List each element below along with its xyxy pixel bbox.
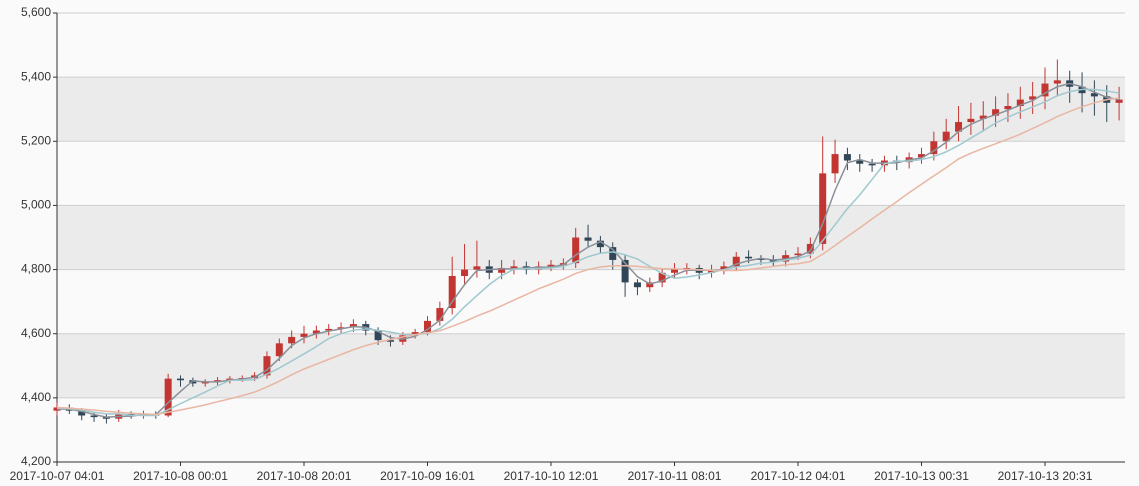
candle-body: [1115, 99, 1123, 103]
x-tick-label: 2017-10-08 00:01: [133, 469, 228, 483]
candle-body: [436, 308, 444, 321]
candle-body: [992, 109, 1000, 116]
candle-body: [1053, 80, 1061, 84]
candle-body: [708, 269, 716, 273]
candle-body: [1029, 96, 1037, 100]
candle-body: [312, 330, 320, 334]
candle-body: [831, 154, 839, 174]
candle-body: [102, 417, 110, 419]
candle-body: [1004, 106, 1012, 110]
candle-body: [930, 141, 938, 155]
candle-body: [955, 122, 963, 132]
candle-body: [1041, 83, 1049, 97]
x-tick-label: 2017-10-10 12:01: [504, 469, 599, 483]
candle-body: [473, 266, 481, 270]
candle-body: [498, 267, 506, 273]
y-tick-label: 5,400: [21, 69, 51, 83]
candle-body: [794, 253, 802, 256]
candle-body: [843, 154, 851, 161]
candle-body: [806, 243, 814, 254]
candle-body: [90, 415, 98, 418]
candle-body: [596, 240, 604, 248]
candle-body: [448, 275, 456, 309]
candle-body: [411, 332, 419, 336]
candle-body: [201, 381, 209, 384]
candle-body: [856, 160, 864, 164]
candle-body: [769, 259, 777, 262]
candle-body: [671, 269, 678, 273]
x-tick-label: 2017-10-08 20:01: [257, 469, 352, 483]
x-tick-label: 2017-10-13 00:31: [874, 469, 969, 483]
candle-body: [819, 173, 827, 244]
candle-body: [658, 272, 666, 283]
candle-body: [547, 264, 555, 267]
candle-body: [214, 380, 222, 382]
y-tick-label: 4,600: [21, 326, 51, 340]
band: [57, 333, 1125, 398]
candle-body: [757, 258, 765, 260]
y-tick-label: 4,400: [21, 390, 51, 404]
candle-body: [942, 131, 950, 142]
candle-body: [1090, 93, 1098, 97]
ma-line: [56, 97, 1120, 416]
band: [57, 77, 1125, 142]
candle-body: [633, 282, 641, 288]
candle-body: [967, 118, 975, 123]
candle-body: [918, 154, 925, 158]
x-tick-label: 2017-10-13 20:31: [998, 469, 1093, 483]
candle-body: [609, 247, 617, 260]
y-tick-label: 5,000: [21, 198, 51, 212]
candle-body: [226, 378, 234, 381]
candle-body: [386, 340, 394, 342]
y-tick-label: 4,800: [21, 262, 51, 276]
y-tick-label: 4,200: [21, 454, 51, 468]
candle-body: [263, 356, 271, 376]
ma-line: [56, 88, 1120, 417]
x-tick-label: 2017-10-12 04:01: [751, 469, 846, 483]
y-tick-label: 5,600: [21, 5, 51, 19]
candle-body: [646, 282, 654, 288]
candle-body: [288, 336, 296, 344]
candle-body: [621, 259, 629, 283]
candle-body: [337, 327, 345, 329]
candle-body: [374, 330, 382, 341]
candle-body: [78, 410, 86, 416]
candle-body: [720, 266, 728, 270]
candle-body: [424, 320, 431, 333]
candle-body: [979, 115, 987, 119]
candle-body: [868, 163, 876, 166]
x-tick-label: 2017-10-09 16:01: [380, 469, 475, 483]
candle-body: [164, 378, 172, 416]
candle-body: [275, 343, 283, 357]
x-tick-label: 2017-10-07 04:01: [10, 469, 105, 483]
x-tick-label: 2017-10-11 08:01: [628, 469, 722, 483]
candle-body: [745, 256, 753, 259]
candle-body: [349, 324, 357, 328]
candle-body: [584, 237, 592, 241]
candle-body: [510, 266, 518, 268]
candle-body: [1016, 99, 1024, 107]
candle-body: [461, 269, 469, 276]
candle-body: [300, 333, 308, 337]
candle-body: [572, 237, 580, 264]
candle-body: [732, 256, 740, 267]
y-tick-label: 5,200: [21, 133, 51, 147]
candle-body: [325, 328, 333, 331]
candle-body: [177, 378, 184, 381]
